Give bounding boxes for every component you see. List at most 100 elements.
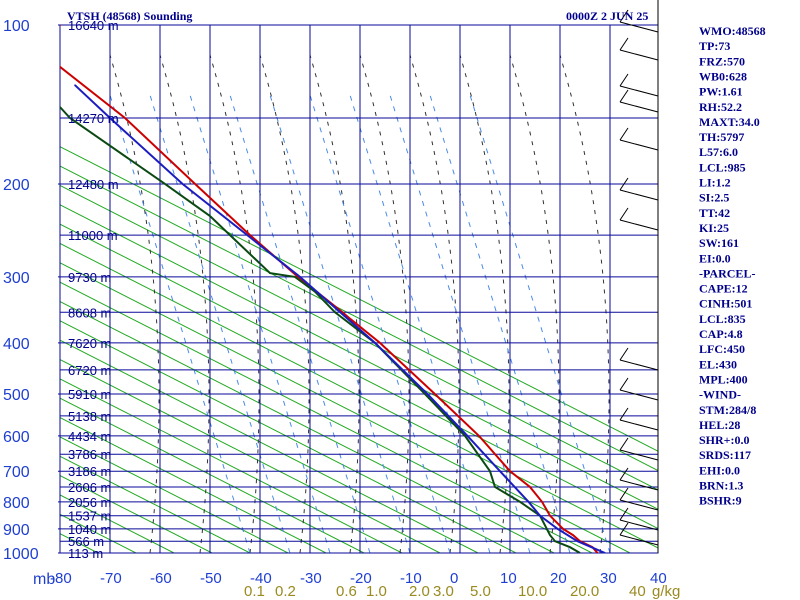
mixing-ratio-label: 2.0: [409, 583, 430, 600]
wind-barb-flag: [619, 507, 629, 521]
index-line: RH:52.2: [699, 100, 742, 114]
wind-barb-flag: [619, 9, 629, 23]
series-point-parcel: [426, 393, 429, 395]
series-point-dewpoint: [334, 311, 336, 314]
temperature-tick: 30: [600, 570, 617, 587]
dry-adiabat: [60, 397, 365, 553]
dry-adiabat: [60, 339, 479, 553]
series-point-temperature: [541, 501, 543, 503]
index-line: TT:42: [699, 206, 730, 220]
height-label: 3186 m: [68, 464, 111, 479]
wind-barb: [619, 219, 659, 231]
temperature-tick: 0: [450, 570, 458, 587]
index-line: PW:1.61: [699, 85, 743, 99]
series-point-dewpoint: [519, 501, 521, 503]
series-point-parcel: [527, 501, 530, 503]
height-label: 6720 m: [68, 363, 111, 378]
dry-adiabat: [60, 242, 658, 549]
series-point-parcel: [74, 84, 76, 86]
wind-barb-flag: [619, 487, 629, 501]
pressure-tick: 500: [3, 387, 30, 404]
moist-adiabat: [259, 54, 310, 553]
index-line: L57:6.0: [699, 145, 738, 159]
index-line: EHI:0.0: [699, 463, 740, 477]
height-label: 1537 m: [68, 509, 111, 524]
mixing-ratio-label: 10.0: [518, 583, 547, 600]
series-point-parcel: [556, 528, 559, 530]
dry-adiabat: [60, 223, 658, 530]
index-line: LCL:985: [699, 160, 746, 174]
mixing-ratio-unit: g/kg: [652, 583, 680, 600]
pressure-tick: 600: [3, 429, 30, 446]
height-label: 5910 m: [68, 387, 111, 402]
series-point-parcel: [604, 552, 606, 553]
temperature-tick: 10: [500, 570, 517, 587]
height-label: 3786 m: [68, 447, 111, 462]
index-line: BRN:1.3: [699, 479, 743, 493]
dry-adiabat: [60, 262, 631, 553]
index-line: BSHR:9: [699, 494, 742, 508]
index-line: WB0:628: [699, 69, 747, 83]
series-point-temperature: [529, 486, 531, 488]
mixing-ratio-line: [269, 94, 411, 553]
height-label: 11000 m: [68, 228, 118, 243]
dry-adiabat: [60, 146, 658, 452]
mixing-ratio-line: [469, 94, 611, 553]
height-label: 566 m: [68, 534, 104, 549]
index-line: STM:284/8: [699, 403, 756, 417]
wind-barb: [619, 499, 659, 511]
mixing-ratio-line: [389, 94, 531, 553]
wind-barb: [619, 189, 659, 201]
series-point-temperature: [549, 514, 551, 517]
series-point-dewpoint: [554, 540, 556, 542]
series-point-temperature: [434, 393, 436, 395]
dry-adiabat: [60, 417, 327, 553]
index-line: -WIND-: [699, 388, 741, 402]
dry-adiabat: [60, 184, 658, 491]
height-label: 1040 m: [68, 522, 111, 537]
height-label: 12480 m: [68, 177, 119, 192]
height-label: 8608 m: [68, 305, 111, 320]
series-point-dewpoint: [294, 276, 296, 278]
mixing-ratio-line: [229, 94, 371, 553]
pressure-tick: 300: [3, 270, 30, 287]
series-point-dewpoint: [229, 234, 231, 236]
index-line: HEL:28: [699, 418, 740, 432]
mixing-ratio-line: [109, 94, 251, 553]
wind-barb: [619, 21, 659, 33]
wind-barb: [619, 479, 659, 491]
temperature-tick: -50: [200, 570, 222, 587]
dry-adiabat: [60, 358, 441, 553]
series-point-temperature: [478, 435, 480, 437]
series-point-parcel: [539, 514, 541, 517]
mixing-ratio-label: 20.0: [570, 583, 599, 600]
wind-barb-flag: [619, 467, 629, 481]
dry-adiabat: [60, 378, 403, 553]
series-point-dewpoint: [494, 486, 496, 488]
pressure-unit-label: mb: [33, 571, 55, 588]
mixing-ratio-label: 5.0: [470, 583, 491, 600]
mixing-ratio-line: [149, 94, 291, 553]
index-line: WMO:48568: [699, 24, 766, 38]
height-label: 2606 m: [68, 480, 111, 495]
moist-adiabat: [109, 54, 160, 553]
wind-barb-flag: [619, 522, 629, 536]
moist-adiabat: [559, 54, 610, 553]
index-line: LI:1.2: [699, 176, 731, 190]
index-line: SW:161: [699, 236, 739, 250]
series-point-dewpoint: [164, 183, 166, 185]
series-point-dewpoint: [424, 393, 426, 395]
index-line: LFC:450: [699, 342, 745, 356]
mixing-ratio-line: [429, 94, 571, 553]
wind-barb-flag: [619, 437, 629, 451]
pressure-tick: 700: [3, 464, 30, 481]
moist-adiabat: [209, 54, 260, 553]
wind-barb: [619, 101, 659, 113]
pressure-tick: 800: [3, 495, 30, 512]
index-line: TH:5797: [699, 130, 744, 144]
series-point-parcel: [499, 470, 501, 473]
index-line: FRZ:570: [699, 54, 745, 68]
index-line: MAXT:34.0: [699, 115, 760, 129]
index-line: CAP:4.8: [699, 327, 743, 341]
series-point-parcel: [466, 435, 469, 437]
